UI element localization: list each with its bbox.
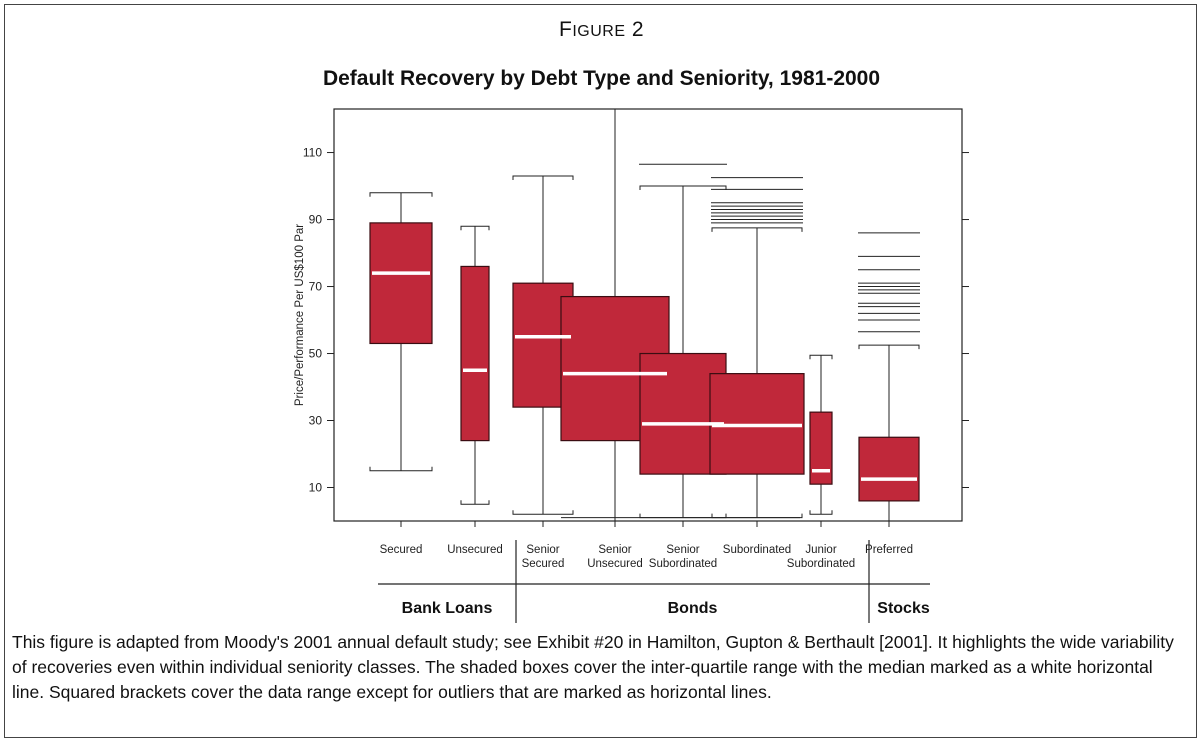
category-label: Senior Secured (522, 544, 565, 570)
category-label: Secured (380, 544, 423, 556)
lower-cap (512, 510, 574, 515)
upper-cap (858, 344, 920, 350)
y-tick-label: 50 (309, 347, 323, 361)
y-tick-label: 30 (309, 414, 323, 428)
box-layer (369, 109, 920, 521)
upper-cap (460, 225, 490, 231)
iqr-box (369, 222, 433, 345)
category-label: Unsecured (447, 544, 503, 556)
iqr-box (858, 436, 920, 502)
upper-cap (711, 227, 803, 232)
y-axis-label: Price/Performance Per US$100 Par (294, 224, 306, 406)
chart-title: Default Recovery by Debt Type and Senior… (322, 67, 881, 90)
group-label: Bonds (668, 600, 718, 617)
figure-frame (4, 4, 1197, 738)
boxplot-chart: 10 30 50 70 90 110 Price/Performance Per US$10… (294, 108, 969, 623)
upper-cap (369, 192, 433, 197)
box-7 (809, 354, 833, 515)
y-tick-label: 70 (309, 280, 323, 294)
lower-cap (369, 466, 433, 472)
category-label: Junior Subordinated (787, 544, 855, 570)
lower-cap (460, 500, 490, 505)
figure-label: FIGURE 2 (558, 18, 644, 41)
group-label: Bank Loans (402, 600, 493, 617)
category-label: Senior Unsecured (587, 544, 643, 570)
median-layer (372, 271, 917, 481)
group-label: Stocks (877, 600, 930, 617)
y-tick-label: 90 (309, 213, 323, 227)
category-label: Preferred (865, 544, 913, 556)
figure-caption: This figure is adapted from Moody's 2001… (12, 632, 1174, 702)
iqr-box (460, 265, 490, 442)
lower-cap (809, 510, 833, 515)
y-tick-label: 110 (303, 146, 322, 160)
category-label: Senior Subordinated (649, 544, 717, 570)
y-tick-label: 10 (309, 481, 323, 495)
category-label: Subordinated (723, 544, 791, 556)
upper-cap (809, 354, 833, 360)
plot-frame (333, 108, 963, 522)
box-8 (858, 232, 920, 521)
upper-cap (512, 175, 574, 180)
box-1 (369, 192, 433, 472)
box-6 (709, 177, 805, 519)
iqr-box (809, 411, 833, 485)
box-2 (460, 225, 490, 505)
upper-cap (639, 185, 727, 191)
